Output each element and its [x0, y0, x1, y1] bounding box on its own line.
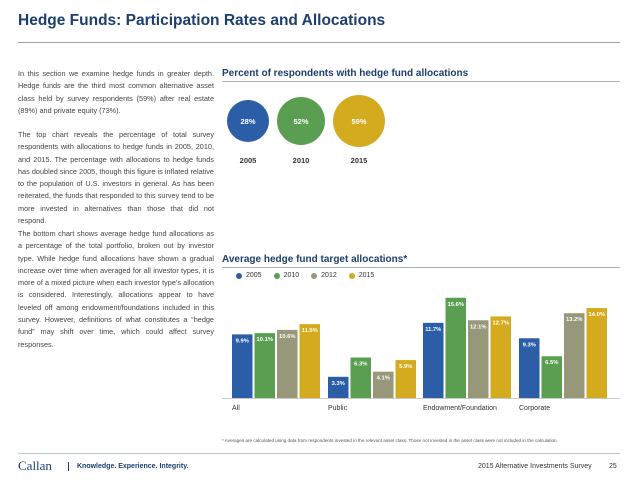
footer-divider — [18, 453, 620, 454]
legend-item-2015: 2015 — [348, 272, 375, 279]
bottom-chart-title: Average hedge fund target allocations* — [222, 254, 408, 265]
callan-logo: Callan — [18, 458, 52, 473]
data-label-endowment-foundation-2015: 12.7% — [493, 320, 509, 326]
year-label-2015: 2015 — [350, 156, 368, 165]
data-label-public-2015: 5.9% — [399, 364, 412, 370]
data-label-endowment-foundation-2010: 15.6% — [448, 302, 464, 308]
bottom-chart-divider — [222, 267, 620, 268]
page-title: Hedge Funds: Participation Rates and All… — [18, 12, 386, 29]
data-label-corporate-2012: 13.2% — [566, 317, 582, 323]
survey-name: 2015 Alternative Investments Survey — [478, 463, 592, 470]
bar-corporate-2010 — [541, 356, 562, 398]
legend-label-2015: 2015 — [358, 272, 375, 279]
circle-2015-label: 59% — [351, 116, 367, 126]
legend-label-2010: 2010 — [283, 272, 300, 279]
legend-swatch-2015 — [348, 272, 355, 279]
bar-all-2010 — [254, 333, 275, 398]
data-label-corporate-2010: 6.5% — [545, 360, 558, 366]
bar-corporate-2012 — [564, 313, 585, 398]
legend-item-2005: 2005 — [236, 272, 262, 279]
footnote: * Averages are calculated using data fro… — [222, 438, 558, 443]
data-label-corporate-2015: 14.0% — [589, 312, 605, 318]
data-label-all-2010: 10.1% — [257, 337, 273, 343]
legend-swatch-2010 — [273, 272, 280, 279]
allocations-bar-chart: 9.9% 10.1% 10.6% 11.5% All 3.3% 6.3% 4.1% 5.9% Pu… — [222, 297, 620, 412]
legend-label-2005: 2005 — [246, 272, 262, 279]
bar-endowment-foundation-2005 — [423, 322, 444, 398]
data-label-all-2015: 11.5% — [302, 328, 318, 334]
bar-endowment-foundation-2015 — [490, 316, 511, 398]
bar-public-2015 — [395, 360, 416, 398]
top-chart-divider — [222, 81, 620, 82]
legend-item-2012: 2012 — [311, 272, 337, 279]
circle-2005-label: 28% — [240, 116, 256, 126]
data-label-public-2010: 6.3% — [354, 362, 367, 368]
circle-2010-label: 52% — [293, 116, 309, 126]
data-label-public-2012: 4.1% — [377, 376, 390, 382]
bar-public-2012 — [373, 371, 394, 398]
bar-endowment-foundation-2012 — [468, 320, 489, 398]
legend-swatch-2012 — [311, 272, 318, 279]
legend-item-2010: 2010 — [273, 272, 300, 279]
bar-endowment-foundation-2010 — [445, 297, 466, 398]
bar-public-2010 — [350, 357, 371, 398]
title-divider — [18, 42, 620, 43]
category-label-endowment-foundation: Endowment/Foundation — [423, 405, 497, 412]
bar-corporate-2015 — [586, 308, 607, 398]
circle-2005: 28% — [227, 100, 269, 142]
intro-paragraph-1: In this section we examine hedge funds i… — [18, 69, 214, 115]
top-chart-title: Percent of respondents with hedge fund a… — [222, 68, 469, 79]
data-label-corporate-2005: 9.3% — [523, 342, 536, 348]
circle-2010: 52% — [277, 97, 325, 145]
bar-corporate-2005 — [519, 338, 540, 398]
category-label-corporate: Corporate — [519, 405, 550, 412]
legend-label-2012: 2012 — [321, 272, 337, 279]
bar-all-2012 — [277, 329, 298, 398]
year-label-2010: 2010 — [292, 156, 310, 165]
data-label-public-2005: 3.3% — [332, 381, 345, 387]
tagline: Knowledge. Experience. Integrity. — [68, 462, 189, 471]
bar-all-2005 — [232, 334, 253, 398]
circle-2015: 59% — [333, 95, 385, 147]
data-label-all-2005: 9.9% — [236, 338, 249, 344]
chart-legend: 2005 2010 2012 2015 — [236, 272, 374, 279]
bar-all-2015 — [299, 324, 320, 398]
intro-paragraph-2: The top chart reveals the percentage of … — [18, 130, 214, 226]
bar-public-2005 — [328, 376, 349, 398]
intro-paragraph-3: The bottom chart shows average hedge fun… — [18, 229, 214, 349]
data-label-all-2012: 10.6% — [279, 334, 295, 340]
legend-swatch-2005 — [236, 272, 242, 279]
year-label-2005: 2005 — [239, 156, 257, 165]
category-label-public: Public — [328, 405, 348, 412]
category-label-all: All — [232, 405, 240, 412]
page-number: 25 — [609, 463, 617, 470]
data-label-endowment-foundation-2012: 12.1% — [470, 324, 486, 330]
data-label-endowment-foundation-2005: 11.7% — [425, 327, 441, 333]
